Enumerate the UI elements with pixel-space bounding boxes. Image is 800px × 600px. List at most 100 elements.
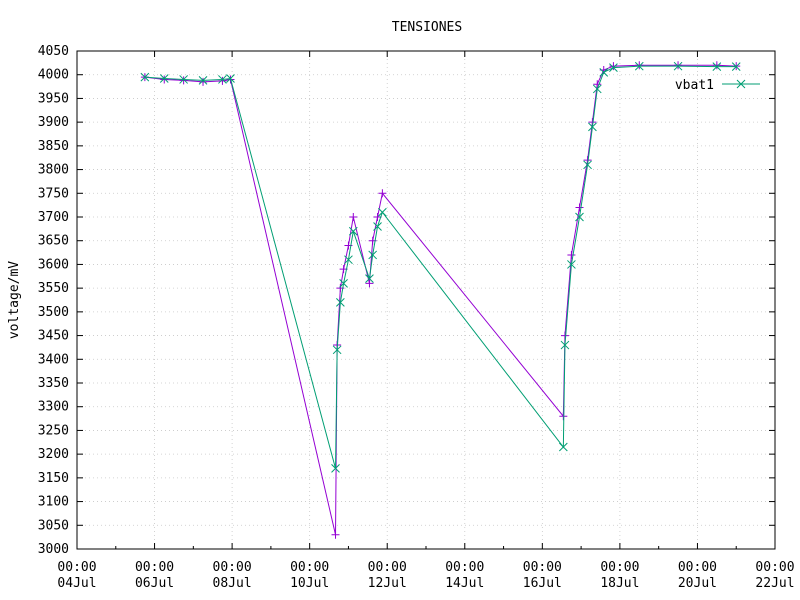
data-point [575, 203, 584, 212]
x-tick-day: 20Jul [678, 576, 717, 591]
x-tick-time: 00:00 [213, 560, 252, 575]
series-series-1 [140, 61, 741, 539]
legend: vbat1 [675, 78, 760, 93]
data-point [673, 61, 683, 71]
series-vbat1 [140, 61, 741, 473]
data-point [378, 207, 387, 217]
data-point [378, 189, 387, 198]
data-point [159, 74, 169, 83]
y-tick-label: 3550 [38, 281, 69, 296]
data-point [634, 61, 644, 71]
x-tick-time: 00:00 [445, 560, 484, 575]
data-point [558, 442, 568, 452]
x-tick-day: 12Jul [368, 576, 407, 591]
data-point [593, 80, 602, 89]
data-point [560, 340, 570, 350]
series-layer [140, 61, 741, 539]
grid [77, 51, 775, 549]
data-point [344, 255, 353, 265]
x-tick-day: 16Jul [523, 576, 562, 591]
data-point [592, 84, 602, 94]
chart-title: TENSIONES [392, 20, 462, 35]
data-point [373, 213, 382, 221]
data-point [674, 61, 683, 70]
data-point [635, 61, 644, 70]
x-tick-time: 00:00 [290, 560, 329, 575]
x-tick-time: 00:00 [135, 560, 174, 575]
y-tick-label: 3800 [38, 163, 69, 178]
y-tick-label: 3700 [38, 210, 69, 225]
data-point [218, 75, 227, 84]
data-point [365, 279, 374, 288]
series-line [144, 64, 737, 535]
x-tick-day: 06Jul [135, 576, 174, 591]
data-point [160, 75, 169, 84]
data-point [336, 298, 345, 307]
x-tick-day: 14Jul [445, 576, 484, 591]
data-point [198, 76, 208, 85]
x-tick-time: 00:00 [600, 560, 639, 575]
data-point [583, 160, 592, 170]
data-point [140, 72, 150, 82]
data-point [567, 250, 576, 259]
x-tick-time: 00:00 [678, 560, 717, 575]
data-point [179, 75, 188, 84]
y-tick-label: 3850 [38, 139, 69, 154]
data-point [560, 331, 569, 340]
y-axis-label: voltage/mV [7, 261, 22, 339]
y-tick-label: 3150 [38, 471, 69, 486]
y-tick-label: 3750 [38, 186, 69, 201]
y-tick-label: 3000 [38, 542, 69, 557]
data-point [331, 530, 340, 539]
y-tick-label: 3050 [38, 518, 69, 533]
data-point [712, 62, 722, 72]
data-point [339, 279, 348, 288]
data-point [365, 274, 374, 284]
data-point [567, 260, 576, 269]
y-tick-label: 3200 [38, 447, 69, 462]
data-point [588, 122, 597, 132]
x-tick-day: 10Jul [290, 576, 329, 591]
data-point [226, 74, 235, 83]
data-point [609, 62, 618, 71]
axes: 3000 3050 3100 3150 3200 3250 3300 3350 3400 3450… [38, 44, 795, 591]
data-point [348, 226, 358, 236]
legend-label: vbat1 [675, 78, 714, 93]
data-point [218, 76, 227, 85]
y-tick-label: 3650 [38, 234, 69, 249]
y-tick-label: 3950 [38, 91, 69, 106]
data-point [599, 67, 609, 77]
data-point [199, 77, 208, 86]
data-point [332, 345, 342, 355]
x-tick-time: 00:00 [57, 560, 96, 575]
x-tick-day: 18Jul [600, 576, 639, 591]
data-point [349, 213, 358, 221]
y-tick-label: 3900 [38, 115, 69, 130]
x-tick-day: 04Jul [57, 576, 96, 591]
x-tick-day: 22Jul [755, 576, 794, 591]
data-point [331, 464, 340, 473]
data-point [731, 62, 741, 72]
x-tick-time: 00:00 [755, 560, 794, 575]
y-tick-label: 3350 [38, 376, 69, 391]
x-tick-time: 00:00 [368, 560, 407, 575]
y-tick-label: 3250 [38, 423, 69, 438]
x-tick-day: 08Jul [213, 576, 252, 591]
plot-frame [76, 50, 776, 550]
y-tick-label: 3300 [38, 400, 69, 415]
data-point [609, 63, 618, 72]
y-tick-label: 3600 [38, 257, 69, 272]
data-point [575, 212, 584, 222]
data-point [712, 61, 721, 70]
y-tick-label: 3500 [38, 305, 69, 320]
y-tick-label: 3400 [38, 352, 69, 367]
data-point [373, 222, 382, 231]
x-tick-time: 00:00 [523, 560, 562, 575]
series-line [144, 65, 737, 469]
legend-marker [736, 79, 746, 89]
data-point [179, 76, 188, 85]
data-point [368, 250, 378, 260]
y-tick-label: 3450 [38, 329, 69, 344]
y-tick-label: 4050 [38, 44, 69, 59]
